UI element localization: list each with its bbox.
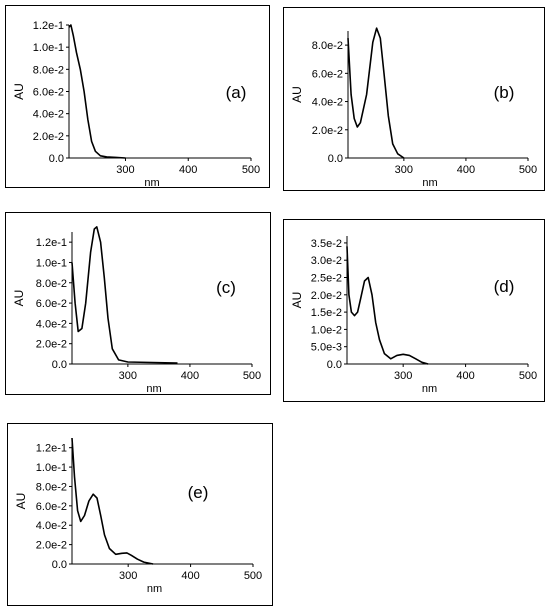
chart-a-y-tick-label: 1.0e-1 <box>33 42 64 54</box>
chart-d-x-tick-label: 300 <box>394 370 412 382</box>
chart-a-x-tick-label: 300 <box>116 164 134 176</box>
chart-c-y-tick-label: 6.0e-2 <box>36 298 67 310</box>
chart-e-y-tick-label: 2.0e-2 <box>36 540 67 552</box>
chart-e-x-axis-title: nm <box>147 583 162 595</box>
chart-b-x-axis-title: nm <box>422 177 437 189</box>
chart-svg-a: 0.0 2.0e-2 4.0e-2 6.0e-2 8.0e-2 1.0e-1 1.2e-1 3… <box>12 20 260 189</box>
chart-d-y-tick-label: 5.0e-3 <box>311 342 342 354</box>
chart-c-y-tick-label: 1.2e-1 <box>36 237 67 249</box>
chart-panel-d: 0.0 5.0e-3 1.0e-2 1.5e-2 2.0e-2 2.5e-2 3.0e-2 3… <box>283 219 545 402</box>
chart-svg-c: 0.0 2.0e-2 4.0e-2 6.0e-2 8.0e-2 1.0e-1 1.2e-1 3… <box>12 226 261 395</box>
chart-a-y-tick-label: 4.0e-2 <box>33 109 64 121</box>
chart-c-x-tick-label: 400 <box>181 370 199 382</box>
chart-b-y-tick-label: 8.0e-2 <box>312 40 343 52</box>
chart-b-y-tick-label: 4.0e-2 <box>312 97 343 109</box>
chart-e-x-tick-label: 400 <box>181 570 199 582</box>
chart-d-y-tick-label: 2.5e-2 <box>311 273 342 285</box>
chart-a-y-tick-label: 0.0 <box>49 153 64 165</box>
chart-panel-b: 0.0 2.0e-2 4.0e-2 6.0e-2 8.0e-2 300 400 500 nm AU… <box>283 7 545 191</box>
chart-e-y-tick-label: 0.0 <box>52 559 67 571</box>
chart-svg-b: 0.0 2.0e-2 4.0e-2 6.0e-2 8.0e-2 300 400 500 nm AU… <box>290 27 537 189</box>
chart-e-x-tick-label: 500 <box>244 570 262 582</box>
chart-svg-e: 0.0 2.0e-2 4.0e-2 6.0e-2 8.0e-2 1.0e-1 1.2e-1 3… <box>14 437 262 595</box>
chart-d-x-tick-label: 400 <box>456 370 474 382</box>
chart-d-y-tick-label: 1.5e-2 <box>311 307 342 319</box>
chart-c-y-tick-label: 4.0e-2 <box>36 318 67 330</box>
chart-d-series-line <box>346 246 429 365</box>
chart-b-x-tick-label: 500 <box>519 164 537 176</box>
chart-e-x-tick-label: 300 <box>119 570 137 582</box>
chart-b-x-tick-label: 300 <box>395 164 413 176</box>
chart-c-y-tick-label: 0.0 <box>52 359 67 371</box>
chart-c-x-axis-title: nm <box>146 383 161 395</box>
chart-e-series-line <box>71 437 154 565</box>
chart-e-y-tick-label: 8.0e-2 <box>36 481 67 493</box>
chart-b-y-tick-label: 0.0 <box>328 153 343 165</box>
chart-e-y-tick-label: 1.0e-1 <box>36 462 67 474</box>
chart-d-y-tick-label: 2.0e-2 <box>311 290 342 302</box>
chart-b-y-axis-title: AU <box>290 86 304 103</box>
chart-d-x-axis-title: nm <box>422 383 437 395</box>
chart-d-panel-label: (d) <box>494 277 515 296</box>
chart-e-y-tick-label: 6.0e-2 <box>36 501 67 513</box>
chart-b-y-tick-label: 6.0e-2 <box>312 68 343 80</box>
chart-e-y-tick-label: 1.2e-1 <box>36 443 67 455</box>
chart-a-y-tick-label: 6.0e-2 <box>33 87 64 99</box>
chart-c-y-tick-label: 2.0e-2 <box>36 339 67 351</box>
chart-c-y-tick-label: 8.0e-2 <box>36 278 67 290</box>
chart-d-y-tick-label: 1.0e-2 <box>311 324 342 336</box>
chart-d-x-tick-label: 500 <box>519 370 537 382</box>
chart-c-y-tick-label: 1.0e-1 <box>36 257 67 269</box>
chart-d-y-axis-title: AU <box>290 292 304 309</box>
chart-c-y-axis-title: AU <box>12 290 26 307</box>
chart-e-y-tick-label: 4.0e-2 <box>36 520 67 532</box>
chart-d-y-tick-label: 3.0e-2 <box>311 255 342 267</box>
chart-c-x-tick-label: 300 <box>119 370 137 382</box>
chart-a-y-tick-label: 1.2e-1 <box>33 20 64 32</box>
chart-a-panel-label: (a) <box>226 83 247 102</box>
chart-a-x-axis-title: nm <box>144 177 159 189</box>
chart-panel-a: 0.0 2.0e-2 4.0e-2 6.0e-2 8.0e-2 1.0e-1 1.2e-1 3… <box>5 5 270 189</box>
chart-a-x-tick-label: 500 <box>242 164 260 176</box>
chart-e-panel-label: (e) <box>188 483 209 502</box>
chart-b-x-tick-label: 400 <box>457 164 475 176</box>
chart-b-y-tick-label: 2.0e-2 <box>312 125 343 137</box>
chart-c-x-tick-label: 500 <box>243 370 261 382</box>
chart-panel-c: 0.0 2.0e-2 4.0e-2 6.0e-2 8.0e-2 1.0e-1 1.2e-1 3… <box>5 212 271 395</box>
chart-c-series-line <box>71 226 178 364</box>
chart-e-y-axis-title: AU <box>14 493 28 510</box>
chart-b-panel-label: (b) <box>494 83 515 102</box>
chart-b-series-line <box>347 27 405 159</box>
chart-a-series-line <box>68 24 126 159</box>
chart-a-y-tick-label: 8.0e-2 <box>33 64 64 76</box>
chart-d-y-tick-label: 0.0 <box>327 359 342 371</box>
chart-a-x-tick-label: 400 <box>179 164 197 176</box>
chart-panel-e: 0.0 2.0e-2 4.0e-2 6.0e-2 8.0e-2 1.0e-1 1.2e-1 3… <box>7 423 273 606</box>
chart-a-y-tick-label: 2.0e-2 <box>33 131 64 143</box>
chart-c-panel-label: (c) <box>216 278 236 297</box>
chart-a-y-axis-title: AU <box>12 83 26 100</box>
chart-svg-d: 0.0 5.0e-3 1.0e-2 1.5e-2 2.0e-2 2.5e-2 3.0e-2 3… <box>290 236 537 395</box>
chart-d-y-tick-label: 3.5e-2 <box>311 238 342 250</box>
